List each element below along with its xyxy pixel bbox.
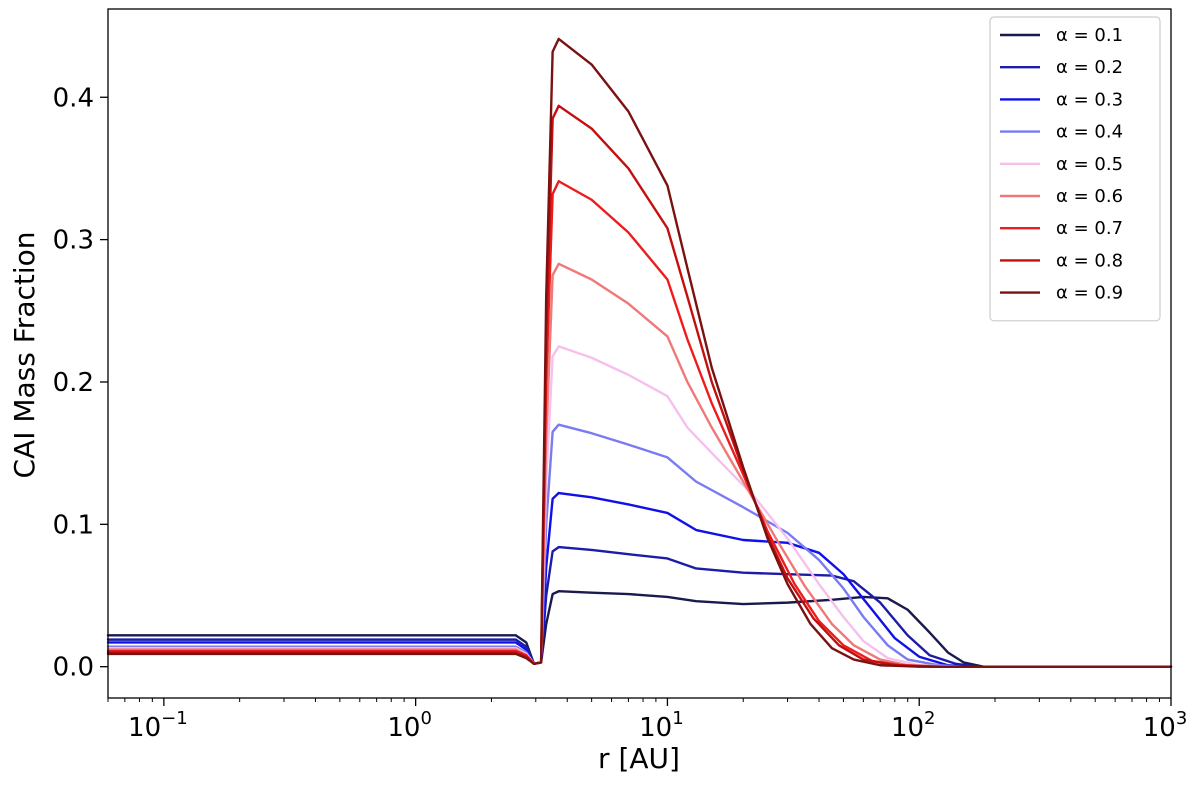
series-line-6 (106, 262, 1173, 668)
legend-frame (989, 16, 1161, 322)
series-lines (106, 37, 1173, 668)
series-line-9 (106, 37, 1173, 668)
legend-label: α = 0.3 (1056, 89, 1123, 110)
x-tick-label: 102 (891, 708, 936, 743)
legend-label: α = 0.5 (1056, 154, 1123, 175)
legend-label: α = 0.1 (1056, 25, 1123, 46)
plot-area-frame (107, 8, 1172, 699)
legend-label: α = 0.9 (1056, 283, 1123, 304)
legend: α = 0.1 α = 0.2 α = 0.3 α = 0.4 α = 0.5 α = 0… (989, 16, 1161, 322)
legend-label: α = 0.4 (1056, 122, 1123, 143)
series-line-1 (106, 590, 1173, 668)
y-axis: 0.0 0.1 0.2 0.3 0.4 (53, 83, 108, 683)
x-tick-label: 101 (639, 708, 684, 743)
y-tick-label: 0.3 (53, 226, 94, 256)
y-tick-label: 0.4 (53, 83, 94, 113)
x-axis-label: r [AU] (598, 742, 680, 775)
x-tick-label: 100 (387, 708, 432, 743)
y-tick-label: 0.2 (53, 368, 94, 398)
legend-label: α = 0.8 (1056, 250, 1123, 271)
x-axis: 10−1 100 101 102 103 (107, 698, 1188, 743)
y-axis-label: CAI Mass Fraction (8, 231, 41, 478)
y-tick-label: 0.0 (53, 653, 94, 683)
x-tick-label: 10−1 (128, 708, 188, 743)
series-line-4 (106, 423, 1173, 668)
legend-label: α = 0.6 (1056, 186, 1123, 207)
x-tick-label: 103 (1143, 708, 1188, 743)
legend-label: α = 0.7 (1056, 218, 1123, 239)
legend-label: α = 0.2 (1056, 57, 1123, 78)
y-tick-label: 0.1 (53, 510, 94, 540)
